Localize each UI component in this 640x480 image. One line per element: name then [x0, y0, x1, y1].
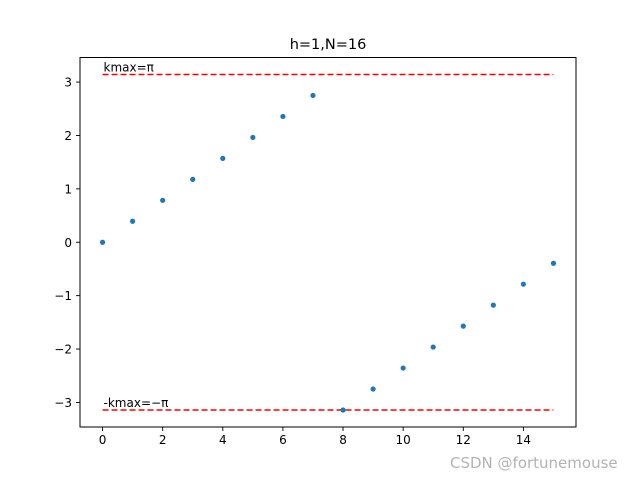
data-point — [130, 218, 136, 224]
y-tick-label: 0 — [64, 236, 72, 250]
x-tick-label: 6 — [279, 433, 287, 447]
data-point — [160, 197, 166, 203]
x-tick-label: 8 — [339, 433, 347, 447]
data-point — [310, 92, 316, 99]
data-point — [550, 260, 557, 266]
data-point — [370, 386, 376, 392]
data-point — [190, 176, 196, 182]
data-point — [220, 155, 226, 161]
x-tick-label: 10 — [396, 433, 411, 447]
y-tick-label: 1 — [64, 182, 72, 196]
reference-line-label: kmax=π — [104, 61, 154, 75]
data-point — [400, 365, 406, 371]
data-points — [99, 92, 557, 413]
x-tick-label: 0 — [99, 433, 107, 447]
y-tick-label: 3 — [64, 76, 72, 90]
chart-title: h=1,N=16 — [290, 37, 367, 53]
y-tick-label: 2 — [64, 129, 72, 143]
data-point — [490, 302, 496, 308]
plot-frame — [79, 57, 577, 428]
x-axis: 0 2 4 6 8 10 12 14 — [99, 427, 531, 447]
data-point — [340, 407, 346, 413]
reference-line-label: -kmax=−π — [104, 396, 169, 410]
data-point — [430, 344, 436, 350]
x-tick-label: 12 — [456, 433, 471, 447]
x-tick-label: 14 — [516, 433, 531, 447]
data-point — [99, 239, 106, 245]
x-tick-label: 2 — [159, 433, 167, 447]
data-point — [520, 281, 526, 287]
y-axis: −3 −2 −1 0 1 2 3 — [54, 76, 80, 410]
y-tick-label: −3 — [54, 396, 72, 410]
watermark: CSDN @fortunemouse — [450, 454, 618, 472]
y-tick-label: −1 — [54, 289, 72, 303]
y-tick-label: −2 — [54, 343, 72, 357]
x-tick-label: 4 — [219, 433, 227, 447]
data-point — [250, 134, 256, 141]
data-point — [280, 113, 286, 120]
data-point — [460, 323, 466, 329]
reference-lines: kmax=π -kmax=−π — [102, 61, 554, 411]
